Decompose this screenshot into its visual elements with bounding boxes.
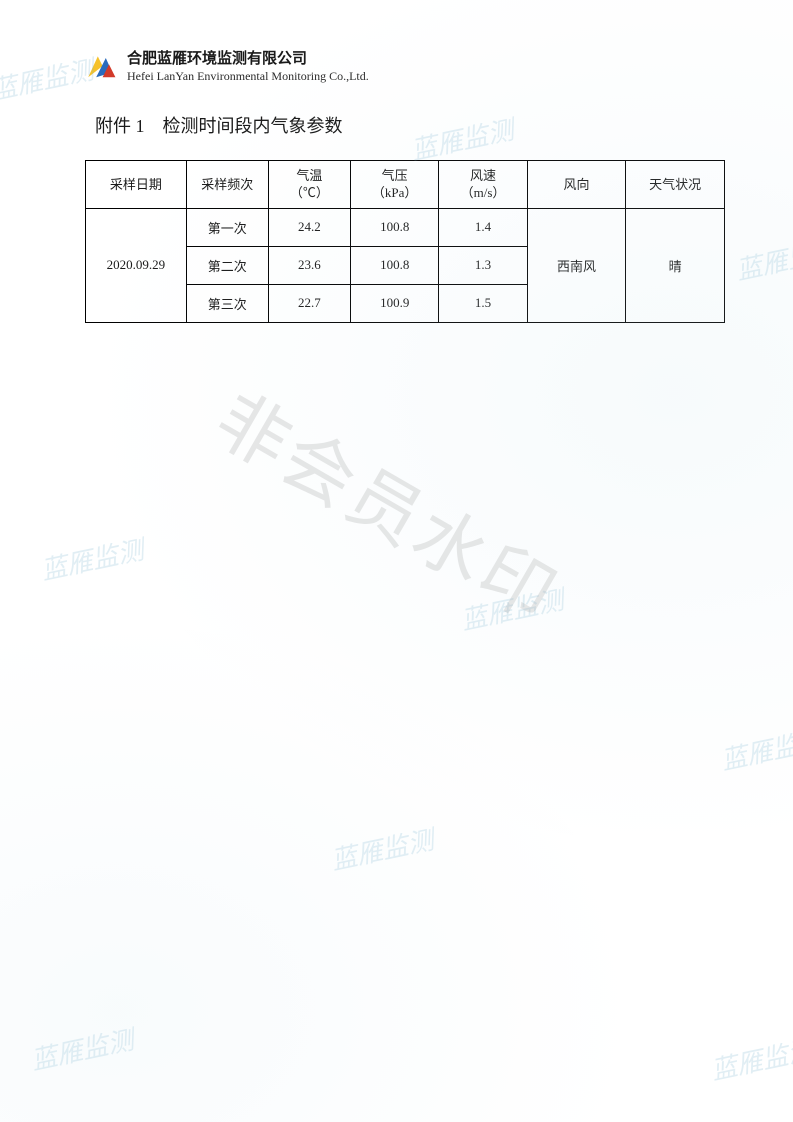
cell-windspeed: 1.5 [439,284,527,322]
cell-temp: 24.2 [268,208,350,246]
cell-date: 2020.09.29 [86,208,187,322]
attachment-title: 附件 1 检测时间段内气象参数 [95,112,733,138]
cell-winddir: 西南风 [527,208,626,322]
cell-freq: 第一次 [186,208,268,246]
col-header-temp: 气温 [296,168,322,183]
cell-pressure: 100.8 [351,208,439,246]
table-row: 2020.09.29 第一次 24.2 100.8 1.4 西南风 晴 [86,208,725,246]
company-name-en: Hefei LanYan Environmental Monitoring Co… [127,69,369,84]
col-header-winddir: 风向 [564,177,590,192]
cell-weather: 晴 [626,208,725,322]
company-logo-icon [85,50,117,82]
table-header-row: 采样日期 采样频次 气温 （℃） 气压 （kPa） 风速 （m/s） 风向 天气状况 [86,160,725,208]
cell-freq: 第二次 [186,246,268,284]
cell-temp: 23.6 [268,246,350,284]
col-unit-windspeed: （m/s） [461,185,506,200]
cell-pressure: 100.9 [351,284,439,322]
company-name-cn: 合肥蓝雁环境监测有限公司 [127,50,369,69]
meteorological-table: 采样日期 采样频次 气温（℃） 气压（kPa） 风速（m/s） 风向 天气状况 … [85,160,725,323]
col-unit-temp: （℃） [290,185,329,200]
col-header-pressure: 气压 [382,168,408,183]
col-header-weather: 天气状况 [649,177,701,192]
col-header-freq: 采样频次 [201,177,253,192]
cell-windspeed: 1.4 [439,208,527,246]
cell-windspeed: 1.3 [439,246,527,284]
cell-temp: 22.7 [268,284,350,322]
cell-freq: 第三次 [186,284,268,322]
cell-pressure: 100.8 [351,246,439,284]
company-header: 合肥蓝雁环境监测有限公司 Hefei LanYan Environmental … [85,50,733,84]
col-header-date: 采样日期 [110,177,162,192]
col-header-windspeed: 风速 [470,168,496,183]
col-unit-pressure: （kPa） [372,185,418,200]
